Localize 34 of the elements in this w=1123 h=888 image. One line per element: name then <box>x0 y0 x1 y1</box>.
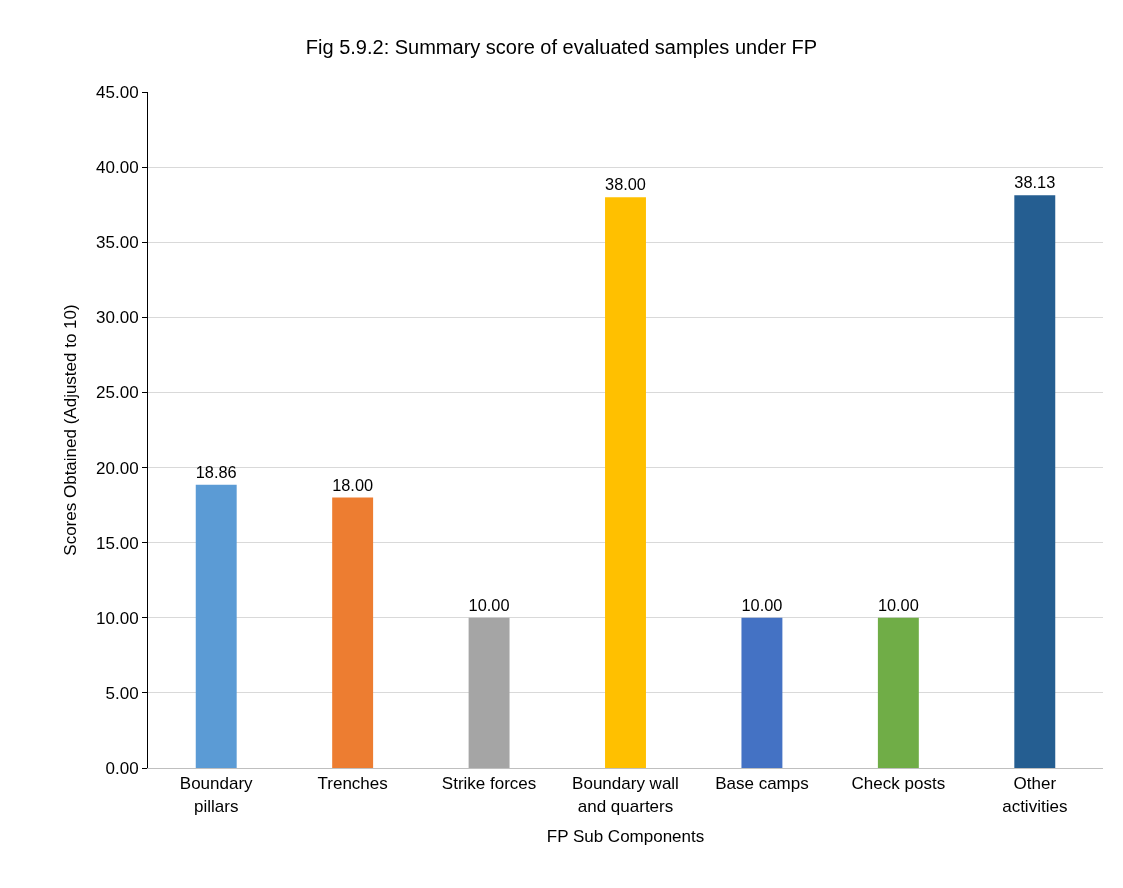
y-tick-label: 10.00 <box>96 608 139 628</box>
bar <box>332 497 374 768</box>
bar <box>741 617 783 768</box>
y-tick-label: 45.00 <box>96 82 139 102</box>
y-tick-label: 0.00 <box>105 758 139 778</box>
data-label: 18.86 <box>195 462 237 481</box>
y-tick-label: 5.00 <box>105 683 139 703</box>
y-tick-label: 15.00 <box>96 533 139 553</box>
data-label: 18.00 <box>332 475 374 494</box>
x-tick-label: Other activities <box>1002 774 1068 816</box>
x-tick-label: Boundary pillars <box>179 774 254 816</box>
data-label: 10.00 <box>877 595 919 614</box>
y-tick-label: 35.00 <box>96 233 139 253</box>
bar <box>468 617 510 768</box>
x-tick-label: Strike forces <box>441 774 537 794</box>
x-axis-title: FP Sub Components <box>546 826 705 846</box>
bar <box>195 484 237 768</box>
y-tick-label: 40.00 <box>96 158 139 178</box>
bar <box>605 197 646 768</box>
y-tick-label: 30.00 <box>96 308 139 328</box>
data-label: 10.00 <box>468 595 510 614</box>
y-axis-title: Scores Obtained (Adjusted to 10) <box>60 304 80 556</box>
bar <box>1014 195 1056 768</box>
data-label: 38.00 <box>605 175 646 194</box>
data-label: 38.13 <box>1014 173 1056 192</box>
x-tick-label: Trenches <box>317 774 388 794</box>
x-tick-label: Check posts <box>851 774 946 794</box>
y-tick-label: 25.00 <box>96 383 139 403</box>
x-tick-label: Boundary wall and quarters <box>572 774 679 816</box>
y-tick-label: 20.00 <box>96 458 139 478</box>
x-tick-label: Base camps <box>715 774 809 794</box>
data-label: 10.00 <box>741 595 783 614</box>
bar <box>877 617 919 768</box>
chart-title: Fig 5.9.2: Summary score of evaluated samples under FP <box>305 35 818 58</box>
